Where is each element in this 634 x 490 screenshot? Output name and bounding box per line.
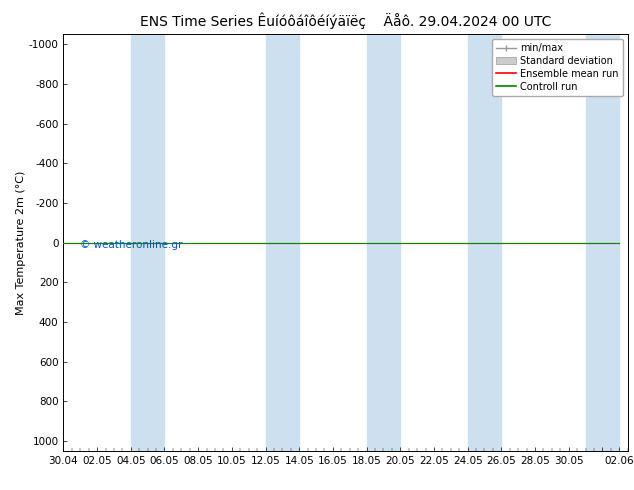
Legend: min/max, Standard deviation, Ensemble mean run, Controll run: min/max, Standard deviation, Ensemble me… [492, 39, 623, 96]
Text: © weatheronline.gr: © weatheronline.gr [81, 240, 183, 249]
Bar [266, 34, 299, 451]
Title: ENS Time Series Êuíóôáîôéíýäïëç    Äåô. 29.04.2024 00 UTC: ENS Time Series Êuíóôáîôéíýäïëç Äåô. 29.… [140, 12, 551, 29]
Y-axis label: Max Temperature 2m (°C): Max Temperature 2m (°C) [16, 171, 26, 315]
Bar [586, 34, 619, 451]
Bar [366, 34, 400, 451]
Bar [468, 34, 501, 451]
Bar [131, 34, 164, 451]
